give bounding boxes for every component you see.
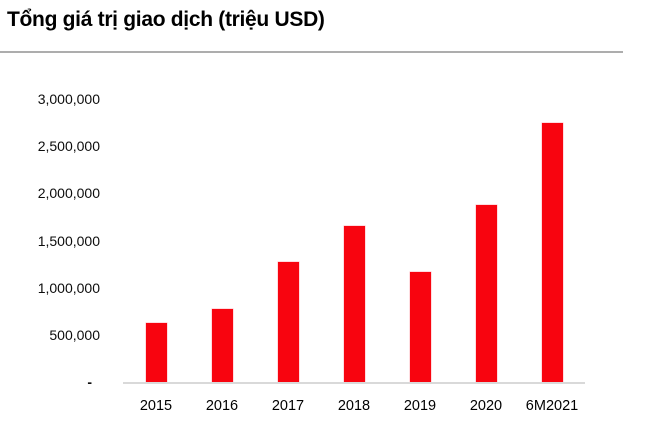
x-tick-label: 2015: [139, 398, 173, 414]
y-tick-label: 500,000: [49, 326, 100, 343]
bar-6M2021: [541, 122, 563, 382]
x-tick-label: 2018: [337, 398, 371, 414]
bar-slot-6M2021: [519, 99, 585, 382]
bar-slot-2020: [453, 99, 519, 382]
y-axis: 3,000,000 2,500,000 2,000,000 1,500,000 1,00…: [0, 91, 100, 390]
y-tick-label: -: [87, 374, 92, 390]
x-tick-label: 2016: [205, 398, 239, 414]
bar-slot-2015: [123, 99, 189, 382]
bar-slot-2016: [189, 99, 255, 382]
x-tick-label: 2020: [469, 398, 503, 414]
chart-title: Tổng giá trị giao dịch (triệu USD): [7, 8, 325, 31]
y-tick-label: 2,000,000: [37, 185, 100, 202]
bar-2019: [409, 272, 431, 382]
bar-slot-2019: [387, 99, 453, 382]
bar-2017: [277, 262, 299, 382]
title-divider: [0, 51, 623, 53]
x-axis-line: [123, 382, 585, 384]
y-tick-label: 1,500,000: [37, 232, 100, 249]
x-tick-label: 2017: [271, 398, 305, 414]
x-tick-label: 2019: [403, 398, 437, 414]
bar-slot-2017: [255, 99, 321, 382]
plot-area: [123, 99, 585, 382]
y-tick-label: 3,000,000: [37, 91, 100, 107]
bar-2020: [475, 205, 497, 382]
bar-slot-2018: [321, 99, 387, 382]
bar-2018: [343, 226, 365, 382]
x-tick-label: 6M2021: [525, 398, 579, 414]
x-axis-labels: 2015 2016 2017 2018 2019 2020 6M2021: [123, 398, 585, 414]
bar-2016: [211, 309, 233, 382]
y-tick-label: 1,000,000: [37, 279, 100, 296]
bar-2015: [145, 322, 167, 382]
y-tick-label: 2,500,000: [37, 138, 100, 155]
